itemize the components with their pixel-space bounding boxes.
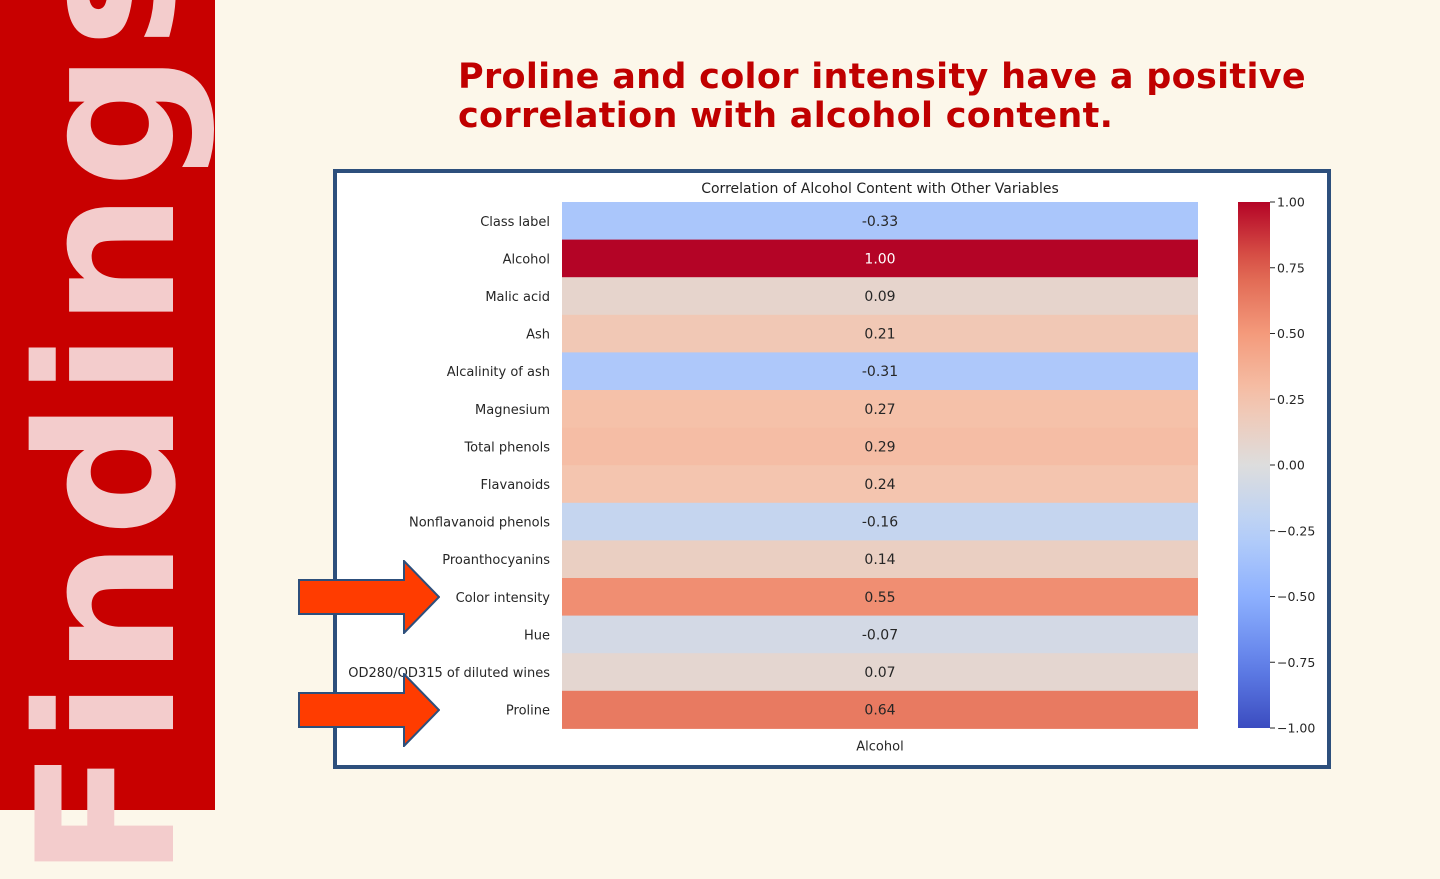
sidebar-title: Findings xyxy=(0,0,218,879)
row-tick-label: Nonflavanoid phenols xyxy=(409,516,550,531)
heatmap-cell xyxy=(562,202,1198,241)
colorbar-tick-label: 0.75 xyxy=(1277,260,1305,275)
cell-value-label: -0.07 xyxy=(862,627,898,643)
heatmap-cell xyxy=(562,540,1198,579)
heatmap-chart-frame: Correlation of Alcohol Content with Othe… xyxy=(333,169,1331,769)
heatmap-cell xyxy=(562,427,1198,466)
heatmap-cell xyxy=(562,653,1198,692)
cell-value-label: -0.31 xyxy=(862,364,898,380)
heatmap-cell xyxy=(562,465,1198,504)
cell-value-label: 0.07 xyxy=(864,665,895,681)
correlation-heatmap: Correlation of Alcohol Content with Othe… xyxy=(348,181,1315,754)
row-tick-label: Total phenols xyxy=(463,440,550,455)
cell-value-label: 0.09 xyxy=(864,289,895,305)
colorbar-tick-label: 0.25 xyxy=(1277,392,1305,407)
row-tick-label: OD280/OD315 of diluted wines xyxy=(348,666,550,681)
colorbar-tick-label: −1.00 xyxy=(1277,721,1315,736)
colorbar-tick-label: 0.50 xyxy=(1277,326,1305,341)
cell-value-label: 0.14 xyxy=(864,552,895,568)
colorbar xyxy=(1238,202,1270,728)
colorbar-tick-label: −0.75 xyxy=(1277,655,1315,670)
row-tick-label: Proanthocyanins xyxy=(442,553,550,568)
colorbar-tick-label: −0.25 xyxy=(1277,523,1315,538)
colorbar-tick-label: 1.00 xyxy=(1277,195,1305,210)
cell-value-label: 0.55 xyxy=(864,590,895,606)
heatmap-cell xyxy=(562,277,1198,316)
right-arrow-icon xyxy=(298,560,440,634)
slide-headline: Proline and color intensity have a posit… xyxy=(458,57,1306,136)
heatmap-cell xyxy=(562,502,1198,541)
row-tick-label: Class label xyxy=(480,215,550,230)
heatmap-cell xyxy=(562,578,1198,617)
x-axis-label: Alcohol xyxy=(856,739,903,754)
right-arrow-icon xyxy=(298,673,440,747)
cell-value-label: 0.21 xyxy=(864,327,895,343)
colorbar-tick-label: −0.50 xyxy=(1277,589,1315,604)
colorbar-tick-label: 0.00 xyxy=(1277,458,1305,473)
cell-value-label: -0.33 xyxy=(862,214,898,230)
row-tick-label: Malic acid xyxy=(485,290,550,305)
heatmap-cell xyxy=(562,690,1198,729)
cell-value-label: 0.29 xyxy=(864,439,895,455)
row-tick-label: Flavanoids xyxy=(480,478,550,493)
heatmap-cell xyxy=(562,390,1198,429)
cell-value-label: 1.00 xyxy=(864,251,895,267)
heatmap-cell xyxy=(562,314,1198,353)
row-tick-label: Hue xyxy=(524,628,550,643)
heatmap-cell xyxy=(562,239,1198,278)
row-tick-label: Proline xyxy=(506,704,550,719)
cell-value-label: 0.24 xyxy=(864,477,895,493)
row-tick-label: Ash xyxy=(526,328,550,343)
cell-value-label: 0.27 xyxy=(864,402,895,418)
cell-value-label: 0.64 xyxy=(864,703,895,719)
chart-title: Correlation of Alcohol Content with Othe… xyxy=(701,181,1059,197)
heatmap-cell xyxy=(562,615,1198,654)
heatmap-cell xyxy=(562,352,1198,391)
row-tick-label: Alcalinity of ash xyxy=(447,365,550,380)
findings-sidebar: Findings xyxy=(0,0,218,879)
row-tick-label: Magnesium xyxy=(475,403,550,418)
cell-value-label: -0.16 xyxy=(862,515,898,531)
row-tick-label: Alcohol xyxy=(503,252,550,267)
row-tick-label: Color intensity xyxy=(456,591,551,606)
